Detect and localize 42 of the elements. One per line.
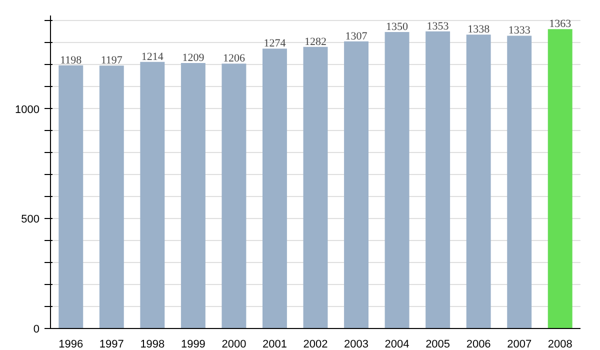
x-tick-label: 2000 bbox=[222, 338, 246, 350]
bar bbox=[180, 62, 206, 328]
bar bbox=[222, 64, 246, 328]
x-tick-label: 2007 bbox=[507, 338, 532, 350]
data-label: 1333 bbox=[508, 24, 531, 37]
x-tick-label: 2003 bbox=[344, 338, 369, 350]
data-label: 1214 bbox=[141, 50, 164, 63]
y-tick-label: 1000 bbox=[15, 104, 40, 116]
x-tick-label: 2005 bbox=[426, 338, 450, 350]
x-tick-label: 1998 bbox=[140, 338, 165, 350]
data-label: 1338 bbox=[468, 24, 490, 36]
bar bbox=[466, 34, 491, 328]
x-tick-label: 1996 bbox=[58, 338, 84, 350]
x-tick-label: 2006 bbox=[466, 338, 491, 350]
data-label: 1198 bbox=[60, 54, 82, 66]
x-tick-label: 1999 bbox=[180, 338, 206, 350]
y-tick-label: 500 bbox=[21, 214, 40, 226]
x-tick-label: 2008 bbox=[548, 338, 572, 350]
data-label: 1209 bbox=[182, 52, 205, 64]
data-label: 1197 bbox=[100, 54, 123, 67]
bar bbox=[99, 66, 124, 328]
data-label: 1206 bbox=[222, 52, 246, 65]
bar bbox=[140, 62, 165, 328]
x-tick-label: 2001 bbox=[262, 338, 287, 350]
bar bbox=[548, 29, 572, 328]
bar bbox=[344, 41, 368, 328]
bar bbox=[303, 46, 328, 328]
x-tick-label: 1997 bbox=[99, 338, 124, 350]
data-label: 1350 bbox=[386, 20, 409, 33]
data-label: 1282 bbox=[304, 36, 326, 48]
y-tick-label: 0 bbox=[33, 324, 40, 336]
bar bbox=[507, 36, 532, 328]
bar bbox=[384, 32, 410, 328]
x-tick-label: 2004 bbox=[384, 338, 410, 350]
bar bbox=[58, 65, 84, 328]
data-label: 1274 bbox=[264, 38, 286, 50]
bar bbox=[262, 48, 287, 328]
data-label: 1307 bbox=[345, 30, 368, 42]
bar bbox=[426, 31, 450, 328]
x-tick-label: 2002 bbox=[303, 338, 328, 350]
data-label: 1363 bbox=[549, 18, 572, 30]
data-label: 1353 bbox=[426, 20, 450, 32]
